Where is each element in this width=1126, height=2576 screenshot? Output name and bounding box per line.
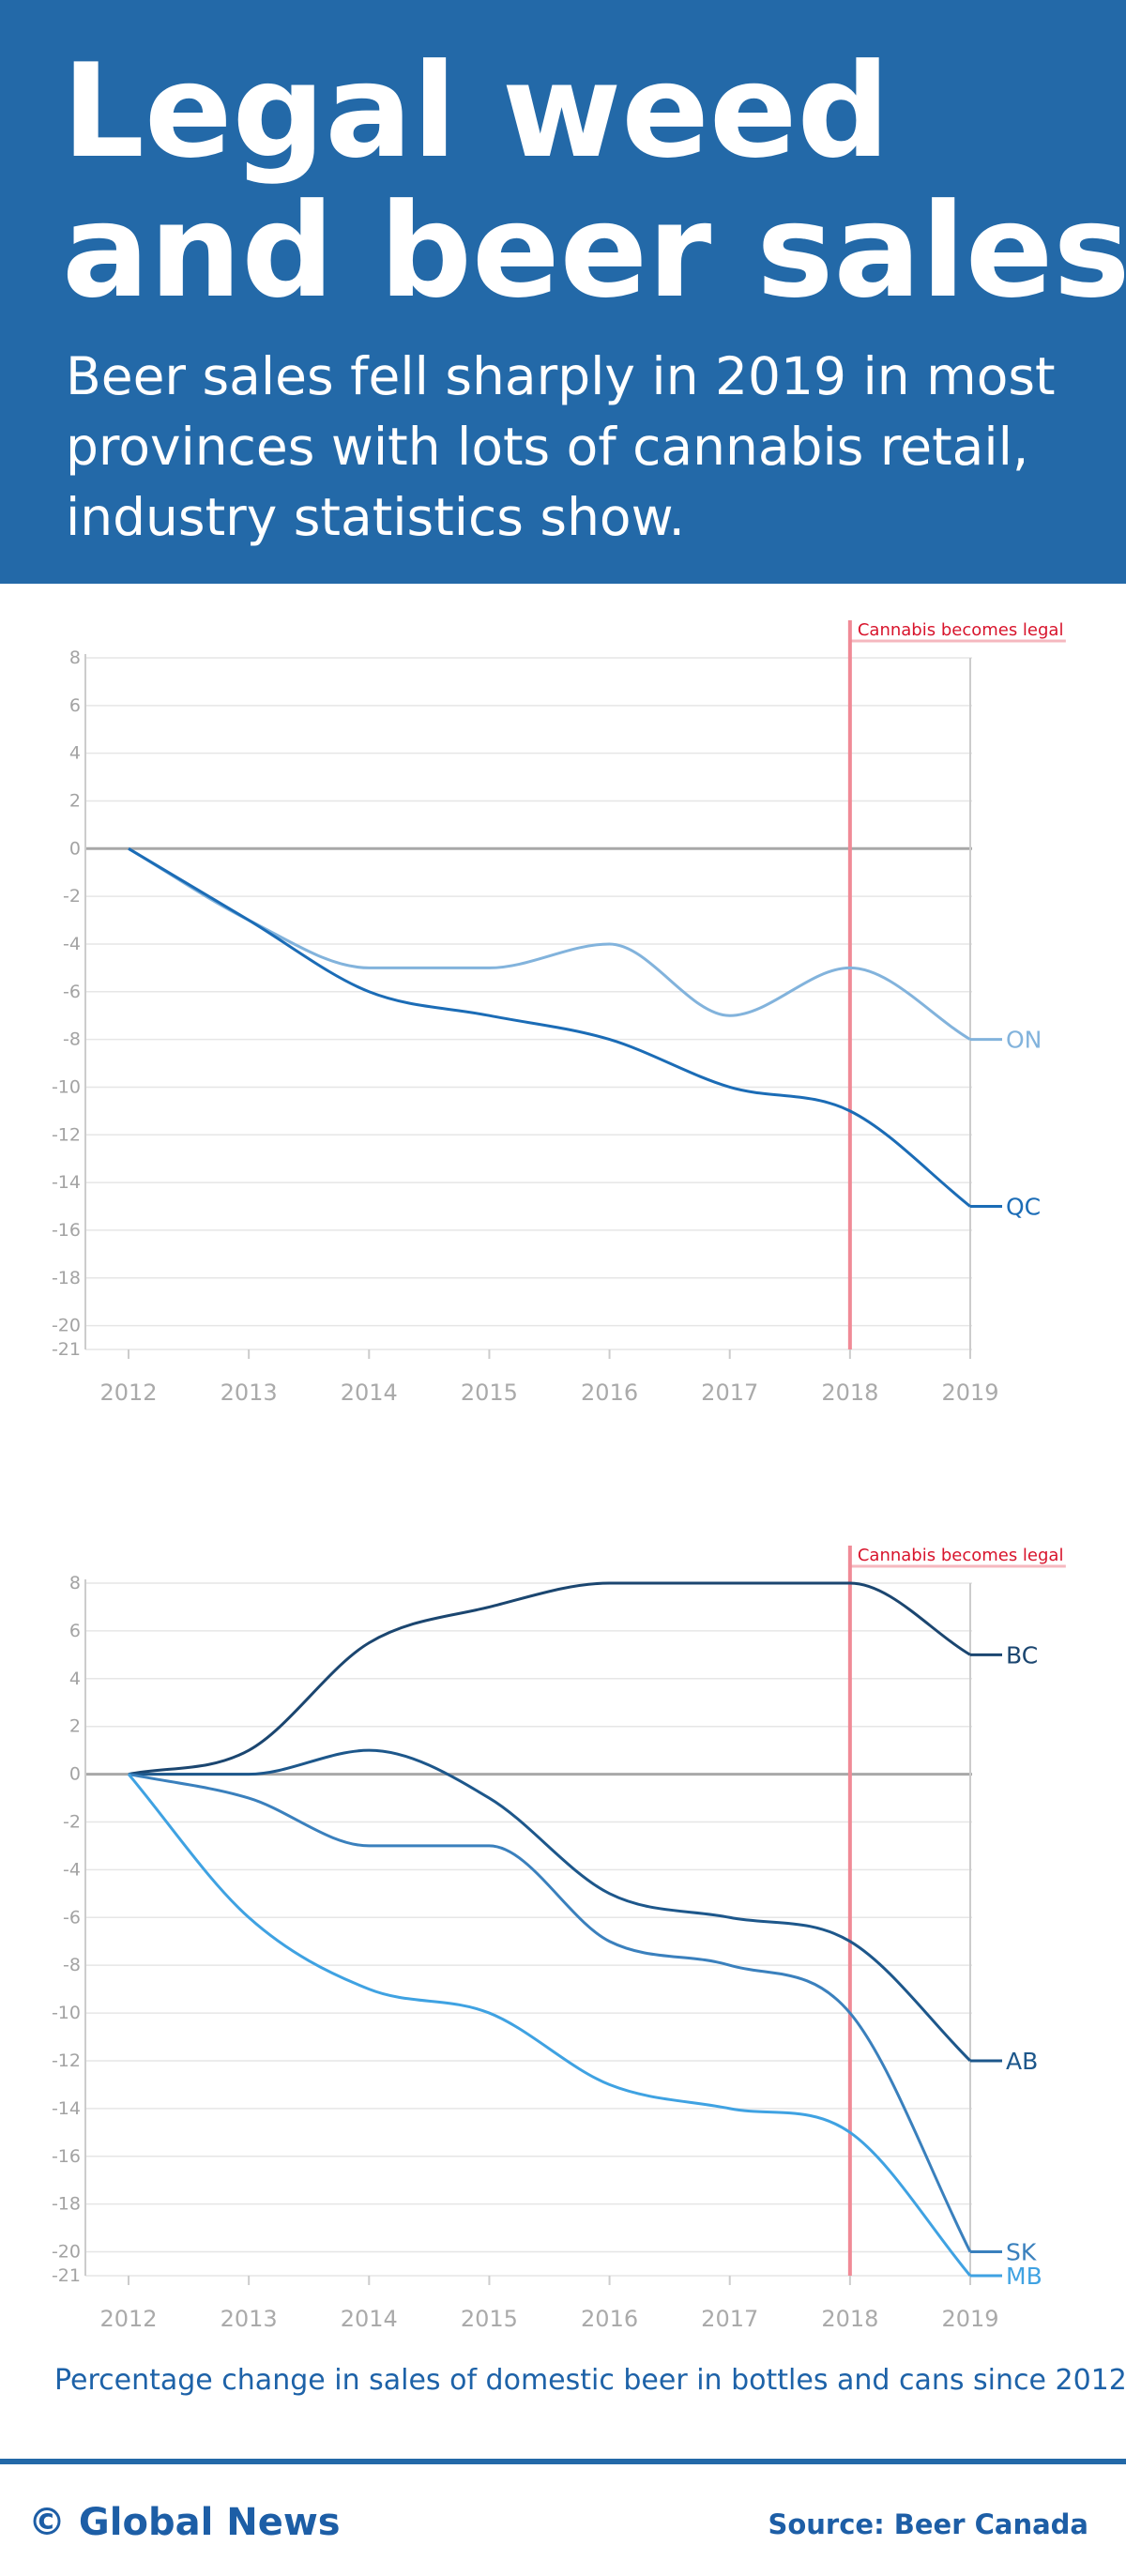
y-tick-label: 8 bbox=[69, 1573, 81, 1593]
x-tick-label: 2015 bbox=[461, 1379, 518, 1406]
y-tick-label: -20 bbox=[52, 2242, 81, 2263]
y-tick-label: 6 bbox=[69, 1621, 81, 1641]
y-tick-label: -6 bbox=[63, 982, 81, 1002]
y-tick-label: 4 bbox=[69, 743, 81, 764]
series-line bbox=[128, 1581, 971, 1776]
series-label: ON bbox=[1006, 1027, 1042, 1054]
y-tick-label: 0 bbox=[69, 1764, 81, 1785]
x-tick-label: 2012 bbox=[99, 2306, 157, 2332]
x-tick-label: 2018 bbox=[821, 2306, 878, 2332]
y-tick-label: -8 bbox=[63, 1029, 81, 1050]
series-line bbox=[127, 1773, 972, 2277]
series-label: QC bbox=[1006, 1194, 1041, 1221]
header-bg bbox=[0, 0, 1126, 584]
y-tick-label: -4 bbox=[63, 934, 81, 954]
chart-1: 8 6 4 2 0 -2 -4 -6 -8 -10 -12 -14 -16 -18 -20 -21 2012 20… bbox=[52, 620, 1066, 1406]
y-tick-label: -10 bbox=[52, 2003, 81, 2023]
y-tick-label: -2 bbox=[63, 1811, 81, 1832]
x-tick-label: 2019 bbox=[941, 2306, 998, 2332]
footer-rule bbox=[0, 2459, 1126, 2464]
series-line bbox=[128, 847, 971, 1208]
y-tick-label: 2 bbox=[69, 1716, 81, 1737]
y-tick-label: 8 bbox=[69, 648, 81, 668]
x-tick-label: 2014 bbox=[341, 1379, 398, 1406]
x-tick-label: 2013 bbox=[221, 1379, 278, 1406]
x-tick-label: 2016 bbox=[581, 2306, 638, 2332]
y-tick-label: -21 bbox=[52, 2265, 81, 2286]
x-tick-label: 2012 bbox=[99, 1379, 157, 1406]
y-tick-label: 6 bbox=[69, 695, 81, 716]
y-tick-label: -14 bbox=[52, 2098, 81, 2119]
source: Source: Beer Canada bbox=[768, 2508, 1088, 2540]
subtitle-line: industry statistics show. bbox=[66, 487, 685, 547]
chart-2: 8 6 4 2 0 -2 -4 -6 -8 -10 -12 -14 -16 -18 -20-21 2012 20… bbox=[52, 1546, 1066, 2332]
x-tick-label: 2018 bbox=[821, 1379, 878, 1406]
y-tick-label: -16 bbox=[52, 1220, 81, 1241]
y-tick-label: -12 bbox=[52, 2050, 81, 2071]
brand: © Global News bbox=[28, 2501, 341, 2544]
caption: Percentage change in sales of domestic b… bbox=[54, 2364, 1126, 2397]
y-tick-label: -16 bbox=[52, 2146, 81, 2167]
x-tick-label: 2013 bbox=[221, 2306, 278, 2332]
y-tick-label: -12 bbox=[52, 1124, 81, 1145]
x-tick-label: 2019 bbox=[941, 1379, 998, 1406]
y-tick-label: 4 bbox=[69, 1669, 81, 1689]
title-line: and beer sales bbox=[62, 175, 1126, 327]
y-tick-label: -8 bbox=[63, 1955, 81, 1975]
y-tick-label: -10 bbox=[52, 1076, 81, 1097]
y-tick-label: -4 bbox=[63, 1859, 81, 1880]
series-line bbox=[128, 1773, 972, 2253]
x-tick-label: 2017 bbox=[701, 2306, 758, 2332]
series-label: MB bbox=[1006, 2263, 1042, 2290]
series-label: BC bbox=[1006, 1641, 1038, 1669]
y-tick-label: -18 bbox=[52, 1268, 81, 1288]
y-tick-label: 2 bbox=[69, 790, 81, 811]
x-tick-label: 2015 bbox=[461, 2306, 518, 2332]
y-tick-label: -18 bbox=[52, 2194, 81, 2215]
y-tick-label: -2 bbox=[63, 886, 81, 907]
annotation-label: Cannabis becomes legal bbox=[858, 620, 1064, 640]
x-tick-label: 2016 bbox=[581, 1379, 638, 1406]
y-tick-label: -21 bbox=[52, 1339, 81, 1360]
y-tick-label: -6 bbox=[63, 1907, 81, 1928]
x-tick-label: 2014 bbox=[341, 2306, 398, 2332]
y-tick-label: -20 bbox=[52, 1316, 81, 1336]
series-line bbox=[129, 1748, 972, 2063]
y-tick-label: -14 bbox=[52, 1172, 81, 1193]
series-label: SK bbox=[1006, 2239, 1037, 2266]
title-line: Legal weed bbox=[62, 36, 890, 187]
subtitle-line: provinces with lots of cannabis retail, bbox=[66, 417, 1028, 477]
y-tick-label: 0 bbox=[69, 838, 81, 859]
annotation-label: Cannabis becomes legal bbox=[858, 1546, 1064, 1565]
x-tick-label: 2017 bbox=[701, 1379, 758, 1406]
series-label: AB bbox=[1006, 2048, 1038, 2075]
subtitle-line: Beer sales fell sharply in 2019 in most bbox=[66, 346, 1056, 406]
